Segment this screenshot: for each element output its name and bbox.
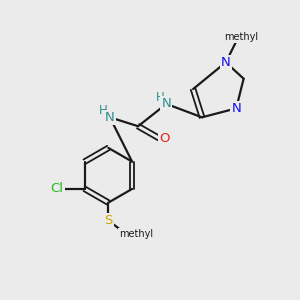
Text: S: S: [104, 214, 112, 227]
Text: N: N: [105, 111, 115, 124]
Text: N: N: [161, 98, 171, 110]
Text: methyl: methyl: [119, 229, 153, 239]
Text: H: H: [155, 91, 164, 104]
Text: O: O: [159, 132, 169, 145]
Text: N: N: [221, 56, 231, 69]
Text: Cl: Cl: [51, 182, 64, 195]
Text: methyl: methyl: [224, 32, 258, 42]
Text: N: N: [231, 102, 241, 115]
Text: H: H: [99, 104, 108, 117]
